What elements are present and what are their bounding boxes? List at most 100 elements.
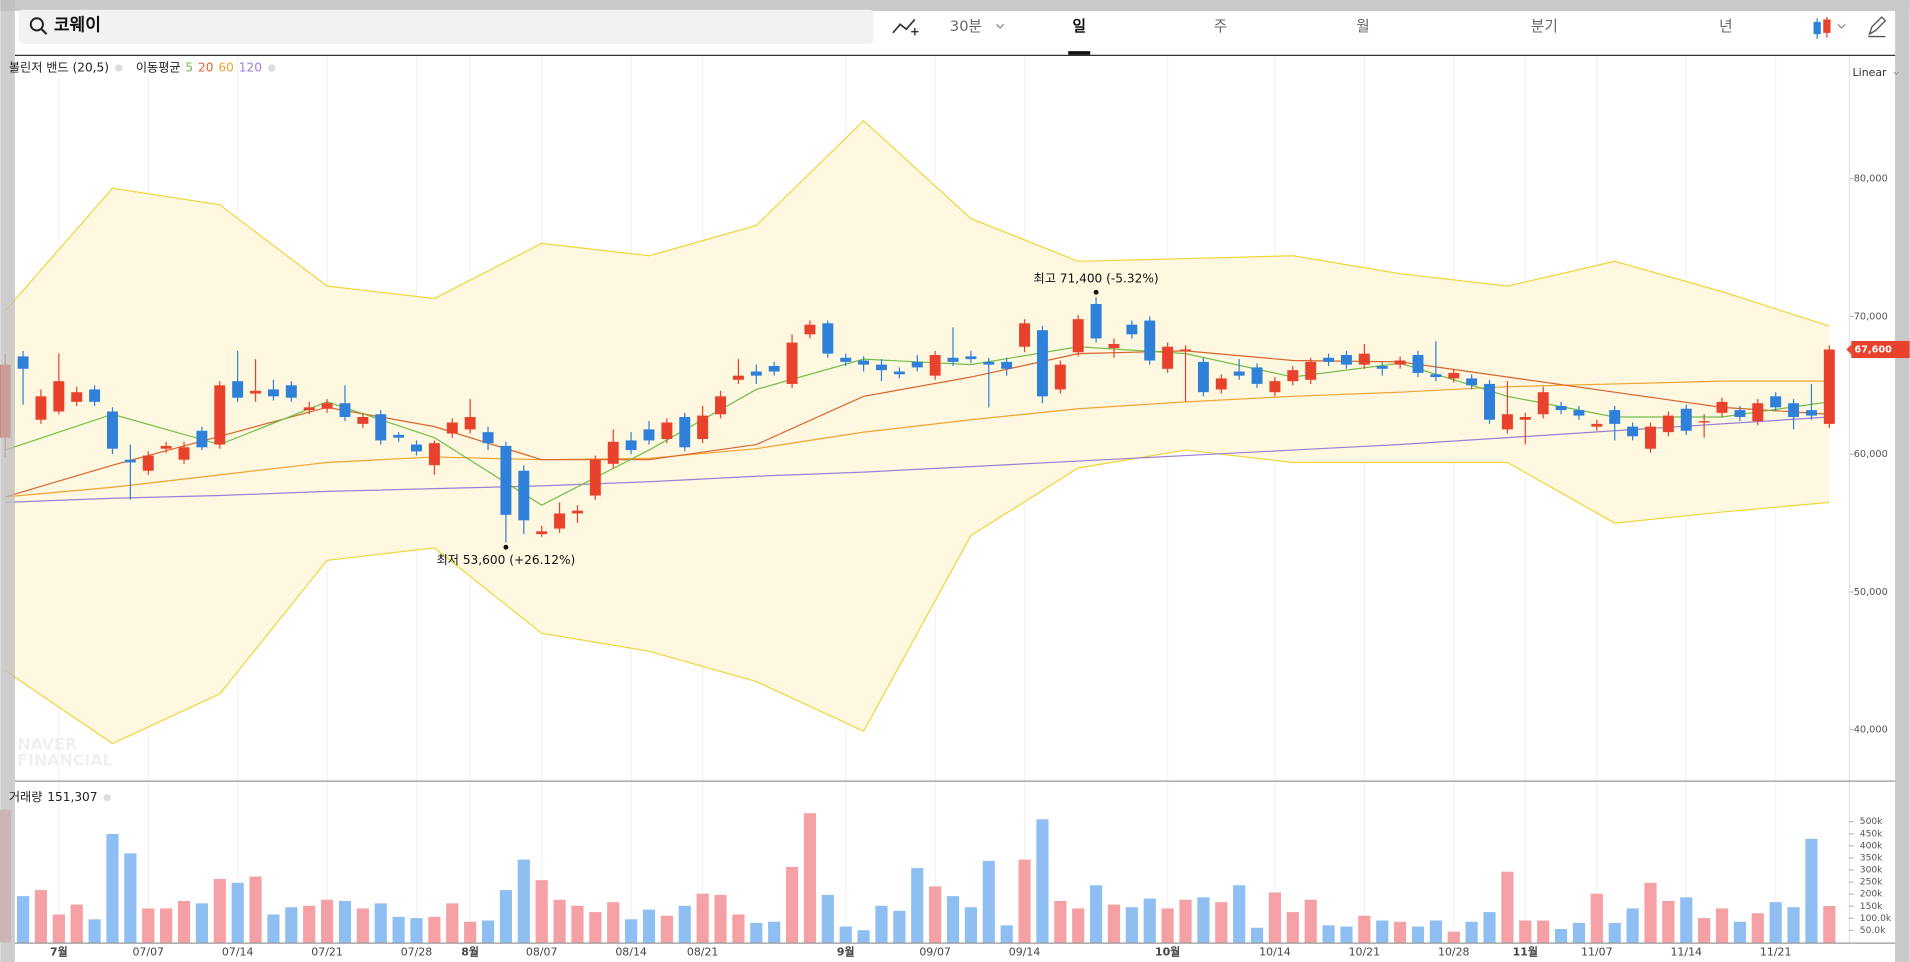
interval-tab[interactable]: 일 [1072, 18, 1085, 35]
y-tick-label: 350k [1860, 853, 1883, 863]
volume-bar [1411, 926, 1425, 943]
candle-body [1269, 381, 1281, 393]
draw-icon[interactable] [1868, 16, 1887, 38]
candle-body [1215, 378, 1227, 390]
volume-bar [607, 902, 620, 943]
y-tick-label: 70,000 [1854, 311, 1888, 322]
volume-bar [160, 908, 173, 943]
y-tick-label: 500k [1860, 817, 1883, 827]
candle-body [1537, 392, 1549, 415]
legend: 볼린저 밴드 (20,5) 이동평균 5 20 60 120 거래량 151,307 [9, 61, 276, 804]
candle-body [160, 445, 172, 449]
volume-bar [1787, 907, 1800, 943]
y-tick-label: 50,000 [1854, 587, 1888, 598]
volume-bar [1376, 920, 1389, 943]
scale-label[interactable]: Linear [1853, 66, 1887, 79]
last-price-label: 67,600 [1854, 344, 1892, 355]
candle-body [53, 381, 65, 412]
volume-bar [1429, 920, 1442, 943]
candle-body [965, 356, 977, 360]
volume-bar [106, 834, 119, 943]
candle-body [536, 531, 548, 535]
volume-bar [267, 914, 280, 943]
candle-body [876, 364, 887, 371]
candle-body [786, 342, 798, 384]
moving-average-line [5, 380, 1830, 498]
search-icon-handle [40, 28, 48, 35]
volume-bar [1250, 927, 1264, 943]
x-tick-label: 07/28 [401, 945, 433, 958]
candle-body [35, 396, 47, 420]
volume-bar [195, 903, 208, 943]
y-tick-label: 80,000 [1854, 174, 1888, 185]
candle-body [679, 416, 691, 448]
candle-body [947, 357, 959, 362]
legend-moving-average: 이동평균 [136, 61, 181, 75]
candle-body [1054, 364, 1066, 390]
volume-bar [768, 921, 781, 943]
y-tick-label: 60,000 [1854, 449, 1888, 460]
legend-close[interactable] [103, 793, 111, 802]
volume-bar [1322, 925, 1335, 943]
volume-bar [964, 907, 977, 943]
interval-tab[interactable]: 월 [1356, 18, 1369, 35]
interval-tab[interactable]: 주 [1214, 18, 1227, 35]
volume-bar [1394, 921, 1407, 943]
candle-body [1430, 374, 1442, 378]
volume-bar [374, 903, 387, 943]
candle-body [464, 416, 476, 430]
candle-body [554, 513, 566, 529]
volume-bar [320, 899, 334, 943]
candle-body [375, 414, 387, 441]
volume-bar [946, 896, 960, 943]
candle-body [107, 411, 118, 449]
legend-close[interactable] [115, 64, 123, 72]
candle-body [1019, 323, 1031, 347]
volume-bar [499, 890, 513, 943]
band-fill [5, 120, 1830, 744]
candle-body [1358, 353, 1370, 365]
interval-tab[interactable]: 30분 [950, 18, 982, 35]
candle-body [661, 422, 673, 440]
x-tick-label: 07/14 [222, 945, 254, 958]
volume-bar [124, 853, 137, 943]
candle-body [1627, 426, 1639, 437]
x-tick-label: 10/21 [1349, 945, 1381, 958]
interval-tab[interactable]: 분기 [1531, 18, 1558, 35]
volume-bar [1000, 925, 1013, 943]
x-tick-label: 09/07 [919, 945, 951, 958]
volume-bar [553, 899, 566, 943]
candle-body [697, 415, 709, 440]
volume-bar [70, 904, 83, 943]
volume-bar [1769, 902, 1782, 943]
candle-body [1823, 349, 1835, 424]
interval-tab[interactable]: 년 [1719, 18, 1732, 35]
y-tick-label: 400k [1860, 841, 1883, 851]
candle-body [643, 429, 655, 441]
volume-bar [1143, 898, 1156, 943]
legend-close[interactable] [268, 64, 276, 72]
candle-body [1287, 370, 1299, 382]
y-tick-label: 50.0k [1860, 926, 1886, 936]
y-tick-label: 450k [1860, 829, 1883, 839]
volume-bar [34, 890, 48, 943]
candle-body [768, 366, 780, 372]
volume-bar [857, 930, 870, 943]
volume-bar [481, 920, 495, 943]
volume-bar [1340, 926, 1353, 943]
candle-body [303, 407, 315, 411]
x-tick-label: 10/28 [1438, 945, 1470, 958]
volume-bar [410, 918, 423, 943]
volume-bar [1519, 920, 1532, 943]
volume-legend: 거래량 [9, 790, 43, 804]
volume-bar [1733, 921, 1746, 943]
frame-left [0, 0, 15, 962]
candle-body [267, 389, 279, 397]
x-tick-label: 08/14 [615, 945, 647, 958]
search-box[interactable] [18, 9, 874, 44]
y-tick-label: 250k [1860, 878, 1883, 888]
candle-body [232, 381, 244, 398]
watermark: FINANCIAL [17, 751, 112, 770]
indicator-icon[interactable] [892, 18, 916, 34]
candle-body [1484, 383, 1496, 420]
